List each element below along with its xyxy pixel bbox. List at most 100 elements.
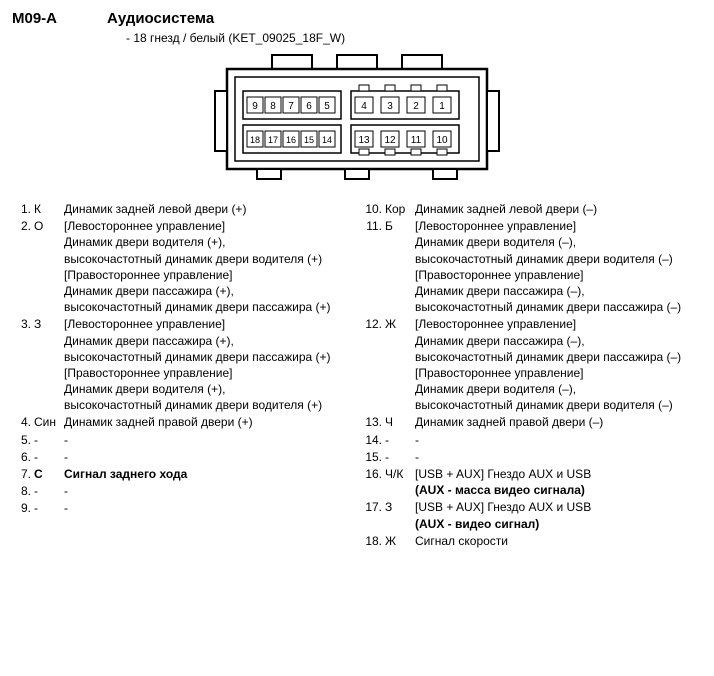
pin-description-line: Сигнал заднего хода [64,466,351,482]
pin-description: [Левостороннее управление]Динамик двери … [64,218,351,315]
pin-description-line: высокочастотный динамик двери пассажира … [415,299,702,315]
pin-description: - [64,500,351,516]
pin-number: 2. [12,218,34,234]
pin-description: [Левостороннее управление]Динамик двери … [64,316,351,413]
pin-number: 3. [12,316,34,332]
pin-description-line: [USB + AUX] Гнездо AUX и USB [415,466,702,482]
pin-color-code: О [34,218,64,234]
pin-description-line: Динамик двери водителя (+), [64,234,351,250]
pin-color-code: К [34,201,64,217]
svg-text:17: 17 [268,135,278,145]
pin-number: 17. [363,499,385,515]
pinout-entry: 17.З[USB + AUX] Гнездо AUX и USB(AUX - в… [363,499,702,531]
pin-color-code: Ч/К [385,466,415,482]
svg-text:9: 9 [252,101,258,112]
pin-description: Сигнал заднего хода [64,466,351,482]
pin-description-line: [USB + AUX] Гнездо AUX и USB [415,499,702,515]
pin-description-line: высокочастотный динамик двери водителя (… [64,397,351,413]
svg-text:3: 3 [387,101,393,112]
pin-description-line: высокочастотный динамик двери водителя (… [415,397,702,413]
pin-description-line: Динамик двери пассажира (–), [415,333,702,349]
pin-description-line: высокочастотный динамик двери пассажира … [64,349,351,365]
pin-description-line: высокочастотный динамик двери пассажира … [64,299,351,315]
pin-color-code: С [34,466,64,482]
pin-description: - [64,432,351,448]
pin-color-code: Б [385,218,415,234]
pin-color-code: Кор [385,201,415,217]
svg-text:8: 8 [270,101,276,112]
pin-description-line: Динамик двери водителя (–), [415,381,702,397]
pin-number: 6. [12,449,34,465]
pin-description: Сигнал скорости [415,533,702,549]
pin-number: 8. [12,483,34,499]
pin-description-line: Динамик двери пассажира (+), [64,283,351,299]
pinout-entry: 4.СинДинамик задней правой двери (+) [12,414,351,430]
pinout-entry: 1.КДинамик задней левой двери (+) [12,201,351,217]
pin-number: 15. [363,449,385,465]
pinout-entry: 6.-- [12,449,351,465]
pin-description-line: Динамик задней правой двери (–) [415,414,702,430]
pin-color-code: - [385,432,415,448]
pin-number: 11. [363,218,385,234]
connector-code: M09-A [12,10,57,27]
pin-description: [Левостороннее управление]Динамик двери … [415,218,702,315]
pin-description-line: - [415,432,702,448]
pin-description-line: Динамик задней левой двери (+) [64,201,351,217]
pin-number: 9. [12,500,34,516]
pin-number: 10. [363,201,385,217]
pin-description-line: (AUX - видео сигнал) [415,516,702,532]
svg-text:11: 11 [411,135,422,146]
pin-description-line: Динамик двери пассажира (+), [64,333,351,349]
pinout-entry: 8.-- [12,483,351,499]
pin-description-line: - [415,449,702,465]
pinout-entry: 3.З[Левостороннее управление]Динамик две… [12,316,351,413]
pin-description-line: Динамик двери водителя (–), [415,234,702,250]
pin-description-line: [Левостороннее управление] [415,218,702,234]
pinout-entry: 15.-- [363,449,702,465]
pinout-entry: 2.О[Левостороннее управление]Динамик две… [12,218,351,315]
pin-description-line: [Правостороннее управление] [64,365,351,381]
pinout-entry: 5.-- [12,432,351,448]
pin-description-line: - [64,483,351,499]
pin-description-line: - [64,432,351,448]
svg-text:5: 5 [324,101,330,112]
svg-text:14: 14 [322,135,332,145]
svg-text:6: 6 [306,101,312,112]
svg-text:16: 16 [286,135,296,145]
pin-description-line: Динамик двери водителя (+), [64,381,351,397]
pin-description-line: Сигнал скорости [415,533,702,549]
pin-description: Динамик задней левой двери (–) [415,201,702,217]
pin-description: [USB + AUX] Гнездо AUX и USB(AUX - масса… [415,466,702,498]
pin-number: 12. [363,316,385,332]
pin-description-line: высокочастотный динамик двери водителя (… [64,251,351,267]
pin-description: [USB + AUX] Гнездо AUX и USB(AUX - видео… [415,499,702,531]
pinout-entry: 16.Ч/К[USB + AUX] Гнездо AUX и USB(AUX -… [363,466,702,498]
pinout-column-left: 1.КДинамик задней левой двери (+)2.О[Лев… [12,201,351,550]
pin-description-line: Динамик задней левой двери (–) [415,201,702,217]
connector-title: Аудиосистема [107,10,214,27]
pinout-entry: 18.ЖСигнал скорости [363,533,702,549]
pin-description-line: [Правостороннее управление] [415,365,702,381]
pin-color-code: - [34,432,64,448]
pin-color-code: - [34,500,64,516]
pin-number: 7. [12,466,34,482]
pin-color-code: - [34,449,64,465]
pinout-entry: 12.Ж[Левостороннее управление]Динамик дв… [363,316,702,413]
pin-description-line: [Правостороннее управление] [415,267,702,283]
pin-description: - [415,449,702,465]
pin-description-line: высокочастотный динамик двери водителя (… [415,251,702,267]
pin-description-line: [Левостороннее управление] [64,316,351,332]
pinout-entry: 10.КорДинамик задней левой двери (–) [363,201,702,217]
svg-text:18: 18 [250,135,260,145]
pin-description-line: Динамик двери пассажира (–), [415,283,702,299]
pin-description: Динамик задней правой двери (–) [415,414,702,430]
pin-color-code: З [385,499,415,515]
pinout-entry: 13.ЧДинамик задней правой двери (–) [363,414,702,430]
pinout-entry: 7.ССигнал заднего хода [12,466,351,482]
pin-number: 4. [12,414,34,430]
pin-description-line: (AUX - масса видео сигнала) [415,482,702,498]
pin-description-line: [Левостороннее управление] [64,218,351,234]
pin-description: Динамик задней правой двери (+) [64,414,351,430]
pin-description: - [64,449,351,465]
pin-description-line: - [64,449,351,465]
